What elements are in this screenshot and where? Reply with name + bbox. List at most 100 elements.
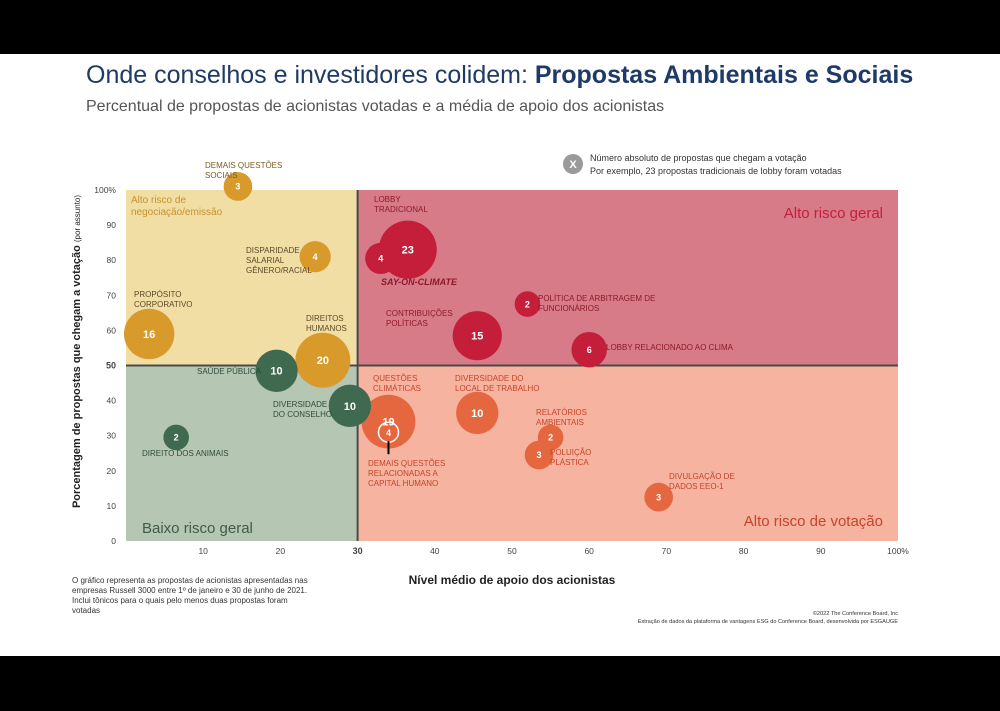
data-point-count: 16 [143,329,155,341]
credits: ©2022 The Conference Board, Inc Extração… [638,610,898,626]
quadrant-top-right [357,190,899,366]
data-point [644,482,673,512]
data-point [223,172,253,201]
data-point-label: TRADICIONAL [374,205,428,214]
data-point-count: 4 [313,252,318,262]
y-tick-label: 30 [107,431,117,441]
data-point-label: DEMAIS QUESTÕES [205,161,282,170]
y-tick-label: 20 [107,466,117,476]
data-point-label: SAY-ON-CLIMATE [381,277,458,287]
data-point [163,424,189,451]
data-point-label: POLÍTICA DE ARBITRAGEM DE [538,294,655,303]
data-point-label: DIREITO DOS ANIMAIS [142,449,229,458]
quadrant-bottom-right [357,365,899,541]
x-tick-label: 90 [816,546,826,556]
x-tick-label: 70 [662,546,672,556]
data-point-count: 15 [471,331,483,343]
data-point [452,311,502,361]
legend-line-1: Número absoluto de propostas que chegam … [590,153,807,163]
x-tick-label: 100% [887,546,909,556]
data-point-label: DADOS EEO-1 [669,482,724,491]
y-tick-label: 70 [107,290,117,300]
quadrant-label-bottom-right: Alto risco de votação [744,513,883,530]
page: Onde conselhos e investidores colidem: P… [0,54,1000,656]
data-point-label: PROPÓSITO [134,290,181,299]
data-point-count: 4 [378,254,383,264]
quadrant-bottom-left [126,365,358,541]
y-tick-label: 60 [107,325,117,335]
data-point-label: SALARIAL [246,256,285,265]
data-point [123,308,175,360]
title-part-2: Propostas Ambientais e Sociais [534,61,914,89]
data-point-label: RELACIONADAS A [368,469,438,478]
data-point-label: DIVERSIDADE DO [455,374,523,383]
data-point-label: FUNCIONÁRIOS [538,304,599,313]
quadrant-label-bottom-left: Baixo risco geral [142,520,253,537]
quadrant-label-top-left: Alto risco de [131,195,186,206]
legend-line-2: Por exemplo, 23 propostas tradicionais d… [590,166,842,176]
data-point-label: CLIMÁTICAS [373,384,421,393]
footnote: O gráfico representa as propostas de aci… [72,576,308,615]
data-point-label: DEMAIS QUESTÕES [368,459,445,468]
data-point-count: 2 [548,433,553,443]
data-point-count: 2 [174,433,179,443]
quadrant-label-top-left: negociação/emissão [131,207,223,218]
data-point-label: POLUIÇÃO [550,448,591,457]
y-tick-label: 50 [106,361,116,371]
x-tick-label: 20 [276,546,286,556]
page-subtitle: Percentual de propostas de acionistas vo… [86,98,665,115]
data-point-count: 3 [537,450,542,460]
y-tick-label: 40 [107,396,117,406]
credits-line-1: ©2022 The Conference Board, Inc [812,611,898,617]
data-point-label: DISPARIDADE [246,246,300,255]
data-point-label: AMBIENTAIS [536,418,584,427]
y-tick-label: 90 [107,220,117,230]
data-point [537,424,564,451]
data-point [514,291,541,317]
data-point [365,242,397,275]
data-point-label: DO CONSELHO [273,410,332,419]
data-point-count: 2 [525,299,530,309]
data-point [295,332,351,388]
data-point-count: 10 [471,408,483,420]
data-point-count: 10 [344,401,356,413]
data-point-label: CORPORATIVO [134,300,193,309]
title-part-1: Onde conselhos e investidores colidem: [86,61,535,89]
data-point-label: POLÍTICAS [386,319,428,328]
data-point-count: 10 [270,366,282,378]
y-tick-label: 100% [94,185,116,195]
x-tick-label: 80 [739,546,749,556]
data-point-count: 4 [386,428,391,438]
data-point-count: 6 [587,345,592,355]
data-point-label: CONTRIBUIÇÕES [386,309,453,318]
data-point-label: QUESTÕES [373,374,417,383]
data-point [328,384,372,428]
data-point-label: SOCIAIS [205,171,237,180]
x-tick-label: 60 [584,546,594,556]
data-point-label: GÊNERO/RACIAL [246,266,312,275]
data-point [571,331,607,368]
data-point-label: DIVULGAÇÃO DE [669,472,735,481]
x-axis-title: Nível médio de apoio dos acionistas [409,573,616,587]
legend-symbol-circle [563,154,583,174]
data-point-label: SAÚDE PÚBLICA [197,367,262,376]
data-point-count: 20 [317,355,329,367]
x-tick-label: 40 [430,546,440,556]
y-axis-title-suffix: (por assunto) [73,195,82,242]
y-axis-title: Porcentagem de propostas que chegam a vo… [71,195,83,508]
y-tick-label: 10 [107,501,117,511]
data-point-label: HUMANOS [306,324,347,333]
data-point-label: CAPITAL HUMANO [368,479,438,488]
data-point-count: 3 [235,182,240,192]
data-point-label: LOBBY RELACIONADO AO CLIMA [606,343,734,352]
page-title: Onde conselhos e investidores colidem: P… [86,61,913,90]
data-point-count: 23 [402,245,414,257]
data-point-label: RELATÓRIOS [536,408,587,417]
quadrant-label-top-right: Alto risco geral [784,205,883,222]
x-tick-label: 30 [353,546,363,556]
data-point [299,241,331,273]
data-point-label: LOBBY [374,195,401,204]
legend-symbol: X [569,159,577,171]
data-point-label: PLÁSTICA [550,458,589,467]
